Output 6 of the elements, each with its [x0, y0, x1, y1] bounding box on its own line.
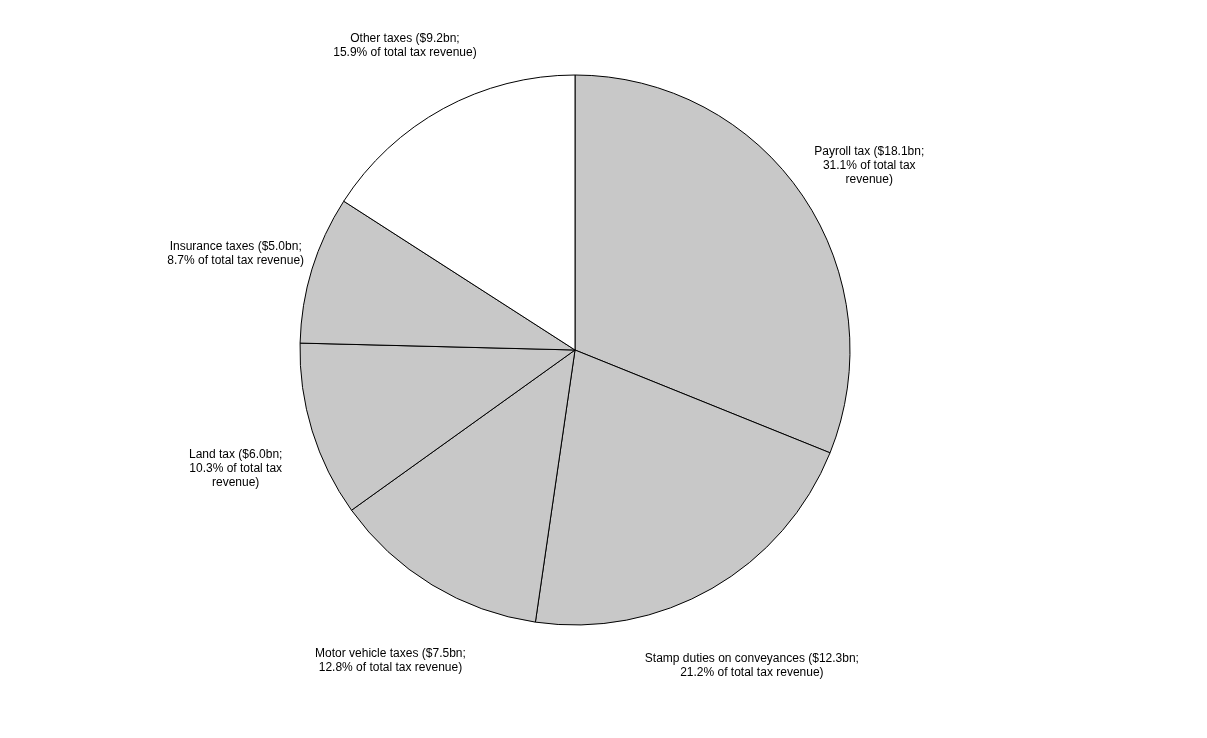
slice-label: Stamp duties on conveyances ($12.3bn; 21.2% of total tax revenue) — [644, 650, 859, 679]
slice-label: Payroll tax ($18.1bn; 31.1% of total tax revenue) — [814, 144, 925, 187]
slice-label: Land tax ($6.0bn; 10.3% of total tax revenue) — [188, 447, 283, 490]
slice-label: Motor vehicle taxes ($7.5bn; 12.8% of total tax revenue) — [315, 646, 466, 675]
slice-label: Other taxes ($9.2bn; 15.9% of total tax revenue) — [333, 31, 477, 60]
slice-label: Insurance taxes ($5.0bn; 8.7% of total tax revenue) — [167, 238, 305, 267]
